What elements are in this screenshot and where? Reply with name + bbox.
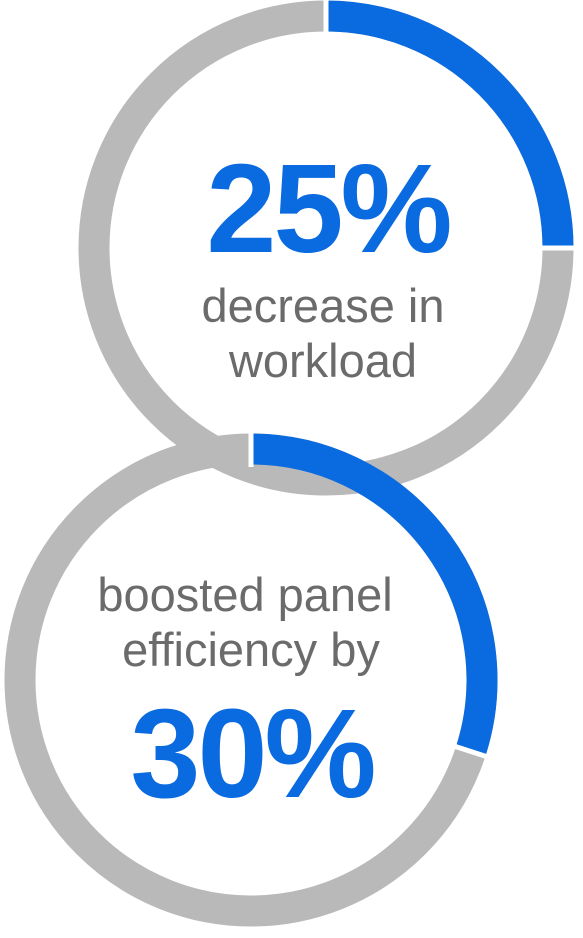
caption-line-efficiency-2: efficiency by bbox=[122, 623, 380, 676]
ring-segment-efficiency bbox=[250, 433, 498, 757]
value-label-efficiency: 30% bbox=[130, 683, 373, 824]
caption-line-efficiency-1: boosted panel bbox=[97, 568, 392, 621]
ring-chart-efficiency bbox=[4, 431, 498, 927]
ring-chart-workload bbox=[78, 0, 576, 496]
caption-line-workload-2: workload bbox=[228, 334, 417, 387]
ring-segment-workload bbox=[325, 0, 574, 249]
caption-line-workload-1: decrease in bbox=[202, 279, 445, 332]
ring-gap-end-efficiency bbox=[452, 743, 489, 760]
value-label-workload: 25% bbox=[206, 138, 449, 279]
